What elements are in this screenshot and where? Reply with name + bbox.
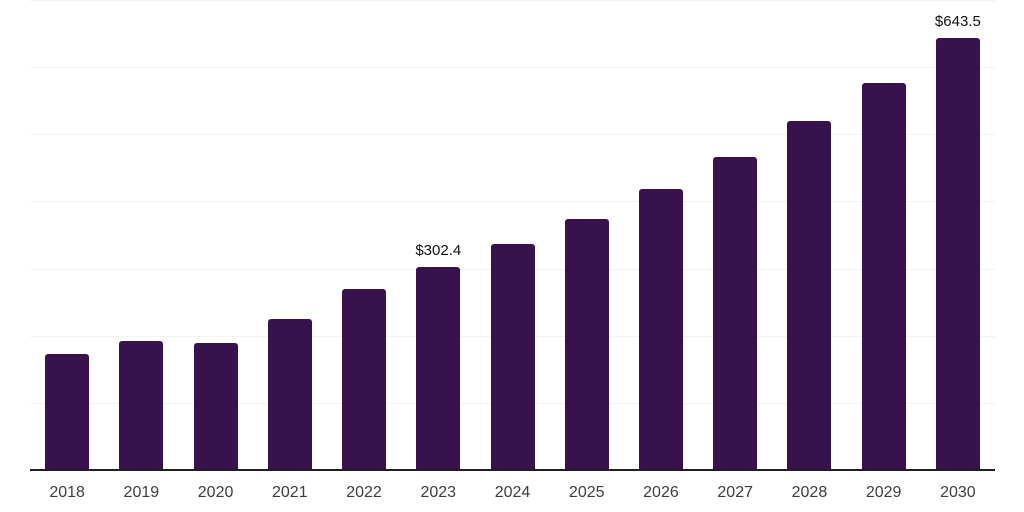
bar-2020 (193, 343, 238, 470)
plot-area: $302.4 $643.5 (30, 0, 995, 471)
x-tick-label-2027: 2027 (717, 484, 753, 501)
bar-2025 (564, 218, 609, 470)
bar-2026 (638, 189, 683, 470)
bar-2029 (861, 83, 906, 470)
x-tick-label-2028: 2028 (791, 484, 828, 501)
x-tick-label-2030: 2030 (940, 484, 976, 501)
x-tick-label-2024: 2024 (494, 484, 531, 501)
x-axis-line (30, 469, 995, 471)
bar-2027 (713, 156, 758, 470)
x-axis-labels: 2018 2019 2020 2021 2022 2023 2024 2025 2026 2027… (30, 484, 995, 506)
x-tick-label-2019: 2019 (123, 484, 160, 501)
bar-2028 (787, 121, 832, 470)
gridline-600 (30, 67, 995, 69)
x-tick-label-2020: 2020 (197, 484, 234, 501)
bar-2018 (45, 353, 90, 470)
bar-2024 (490, 244, 535, 470)
x-tick-label-2023: 2023 (420, 484, 457, 501)
bar-2019 (119, 340, 164, 470)
bar-2021 (267, 318, 312, 470)
bar-2022 (342, 288, 387, 470)
x-tick-label-2021: 2021 (272, 484, 308, 501)
gridline-700 (30, 0, 995, 1)
bar-2030 (935, 37, 980, 470)
x-tick-label-2026: 2026 (643, 484, 679, 501)
gridline-400 (30, 201, 995, 203)
data-label-2030: $643.5 (934, 12, 981, 30)
x-tick-label-2018: 2018 (49, 484, 85, 501)
x-tick-label-2025: 2025 (568, 484, 605, 501)
gridline-500 (30, 134, 995, 136)
bar-2023 (416, 266, 461, 470)
x-tick-label-2022: 2022 (346, 484, 382, 501)
data-label-2023: $302.4 (415, 241, 462, 259)
x-tick-label-2029: 2029 (865, 484, 902, 501)
